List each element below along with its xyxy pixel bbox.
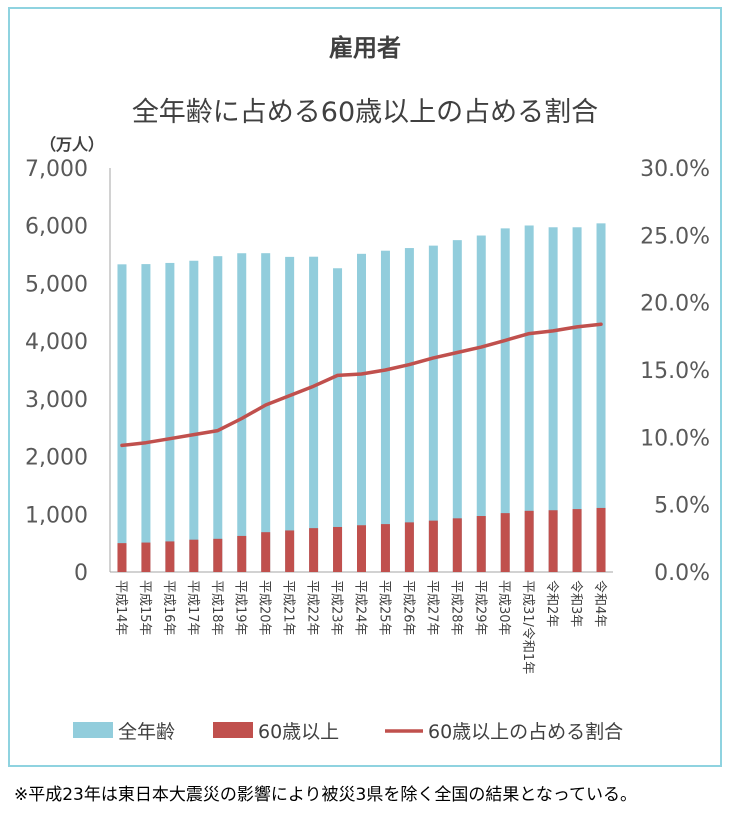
category-label: 平成27年 bbox=[424, 580, 439, 636]
category-label: 平成19年 bbox=[233, 580, 248, 636]
left-tick-label: 5,000 bbox=[25, 272, 88, 297]
legend-label-ratio: 60歳以上の占める割合 bbox=[428, 721, 623, 743]
category-label: 平成16年 bbox=[161, 580, 176, 636]
chart-title: 雇用者 bbox=[329, 34, 401, 62]
bar-all-ages bbox=[141, 264, 151, 572]
bar-over60 bbox=[357, 525, 366, 572]
bar-all-ages bbox=[261, 253, 271, 572]
category-label: 平成26年 bbox=[400, 580, 415, 636]
bar-all-ages bbox=[404, 248, 414, 572]
bar-over60 bbox=[500, 513, 510, 572]
left-tick-label: 2,000 bbox=[25, 446, 88, 471]
bar-over60 bbox=[524, 510, 534, 572]
bar-over60 bbox=[333, 526, 343, 572]
bar-all-ages bbox=[572, 227, 582, 572]
left-tick-label: 0 bbox=[74, 561, 88, 586]
left-tick-label: 3,000 bbox=[25, 388, 88, 413]
category-label: 令和4年 bbox=[592, 580, 607, 627]
chart-subtitle: 全年齢に占める60歳以上の占める割合 bbox=[131, 97, 599, 128]
right-tick-label: 10.0% bbox=[640, 426, 710, 451]
category-label: 令和2年 bbox=[544, 580, 559, 627]
bar-over60 bbox=[380, 524, 390, 572]
left-tick-label: 4,000 bbox=[25, 330, 88, 355]
bar-over60 bbox=[404, 522, 414, 572]
category-label: 平成30年 bbox=[496, 580, 511, 636]
legend-label-all-ages: 全年齢 bbox=[118, 721, 175, 743]
bar-over60 bbox=[261, 532, 271, 572]
right-tick-label: 15.0% bbox=[640, 359, 710, 384]
left-tick-label: 7,000 bbox=[25, 157, 88, 182]
bar-all-ages bbox=[596, 223, 606, 572]
bar-all-ages bbox=[333, 268, 343, 572]
bar-over60 bbox=[309, 528, 319, 572]
bar-over60 bbox=[596, 507, 606, 572]
category-label: 平成15年 bbox=[137, 580, 152, 636]
right-tick-label: 30.0% bbox=[640, 157, 710, 182]
bar-all-ages bbox=[237, 253, 247, 572]
bar-all-ages bbox=[500, 228, 510, 572]
bar-all-ages bbox=[189, 260, 199, 572]
bar-all-ages bbox=[548, 227, 558, 572]
category-label: 平成24年 bbox=[353, 580, 368, 636]
bar-all-ages bbox=[309, 256, 319, 572]
category-label: 平成29年 bbox=[472, 580, 487, 636]
right-tick-label: 20.0% bbox=[640, 292, 710, 317]
bar-over60 bbox=[452, 518, 462, 572]
category-label: 平成22年 bbox=[305, 580, 320, 636]
bar-all-ages bbox=[285, 256, 295, 572]
right-tick-label: 25.0% bbox=[640, 224, 710, 249]
bar-all-ages bbox=[476, 235, 486, 573]
ratio-line bbox=[120, 322, 603, 448]
bar-all-ages bbox=[380, 250, 390, 572]
right-tick-label: 5.0% bbox=[654, 494, 710, 519]
category-label: 平成31/令和1年 bbox=[520, 580, 535, 674]
bar-all-ages bbox=[213, 256, 223, 572]
bar-over60 bbox=[117, 543, 127, 572]
bar-over60 bbox=[165, 541, 175, 572]
bar-over60 bbox=[189, 539, 199, 572]
legend-label-over60: 60歳以上 bbox=[258, 721, 339, 743]
bar-all-ages bbox=[117, 264, 127, 572]
bar-all-ages bbox=[524, 225, 534, 572]
footnote: ※平成23年は東日本大震災の影響により被災3県を除く全国の結果となっている。 bbox=[14, 785, 637, 805]
category-label: 平成28年 bbox=[448, 580, 463, 636]
bar-over60 bbox=[476, 516, 486, 572]
bar-over60 bbox=[548, 510, 558, 572]
bar-over60 bbox=[428, 520, 438, 572]
bar-all-ages bbox=[452, 240, 462, 572]
category-label: 平成25年 bbox=[376, 580, 391, 636]
bar-all-ages bbox=[165, 262, 175, 572]
category-label: 平成20年 bbox=[257, 580, 272, 636]
legend-swatch-all-ages bbox=[73, 722, 113, 738]
left-axis-unit: （万人） bbox=[40, 135, 105, 154]
bar-over60 bbox=[237, 535, 247, 572]
bar-over60 bbox=[213, 538, 223, 572]
left-tick-label: 1,000 bbox=[25, 503, 88, 528]
bar-over60 bbox=[572, 509, 582, 572]
category-label: 令和3年 bbox=[568, 580, 583, 627]
category-label: 平成17年 bbox=[185, 580, 200, 636]
right-tick-label: 0.0% bbox=[654, 561, 710, 586]
legend-swatch-over60 bbox=[213, 722, 253, 738]
bar-over60 bbox=[141, 542, 151, 572]
category-label: 平成14年 bbox=[113, 580, 128, 636]
bar-all-ages bbox=[428, 245, 438, 572]
left-tick-label: 6,000 bbox=[25, 215, 88, 240]
category-label: 平成21年 bbox=[281, 580, 296, 636]
category-label: 平成18年 bbox=[209, 580, 224, 636]
category-label: 平成23年 bbox=[329, 580, 344, 636]
bar-all-ages bbox=[357, 253, 366, 572]
bar-over60 bbox=[285, 530, 295, 572]
